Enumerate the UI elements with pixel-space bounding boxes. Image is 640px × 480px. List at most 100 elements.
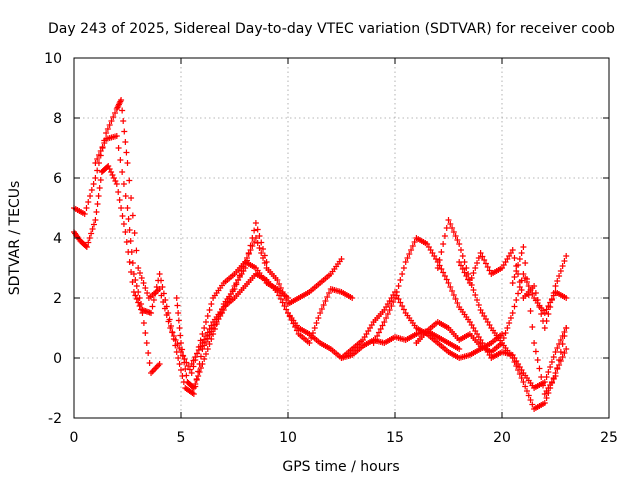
data-point	[211, 326, 218, 332]
data-point	[90, 181, 97, 187]
data-point	[235, 277, 242, 283]
y-tick-label: 10	[44, 51, 62, 67]
data-point	[122, 193, 129, 199]
data-point	[545, 369, 552, 375]
data-point	[550, 354, 557, 360]
data-point	[486, 267, 493, 274]
data-point	[523, 388, 530, 394]
data-point	[126, 259, 133, 265]
data-point	[83, 205, 90, 211]
data-point	[144, 290, 151, 296]
data-point	[516, 371, 523, 377]
data-point	[117, 157, 124, 163]
data-point	[545, 303, 552, 309]
data-point	[118, 205, 125, 211]
y-tick-label: 0	[53, 351, 62, 367]
data-point	[461, 259, 468, 265]
data-point	[202, 333, 209, 339]
data-point	[86, 235, 93, 241]
data-point	[561, 350, 568, 356]
data-point	[479, 253, 486, 260]
data-point	[202, 351, 209, 357]
data-point	[386, 307, 393, 313]
data-point	[402, 259, 409, 265]
data-point	[543, 306, 550, 313]
data-point	[196, 369, 203, 375]
data-point	[206, 341, 213, 347]
data-point	[190, 385, 197, 391]
data-point	[152, 290, 159, 297]
data-point	[208, 322, 215, 329]
data-point	[92, 160, 99, 166]
data-point	[397, 299, 404, 306]
data-point	[202, 319, 209, 325]
data-point	[449, 225, 456, 231]
data-point	[515, 262, 522, 268]
data-point	[279, 289, 286, 295]
data-point	[120, 118, 127, 124]
data-point	[400, 306, 407, 313]
data-point	[92, 217, 99, 223]
data-point	[534, 357, 541, 363]
data-point	[548, 359, 555, 365]
data-point	[210, 331, 217, 337]
data-point	[538, 311, 545, 317]
data-point	[313, 320, 320, 326]
data-point	[283, 306, 290, 313]
data-point	[450, 292, 457, 298]
data-point	[110, 175, 117, 181]
data-point	[541, 379, 548, 385]
data-point	[563, 295, 570, 301]
data-point	[322, 298, 329, 304]
data-point	[557, 337, 564, 343]
data-point	[529, 401, 536, 408]
data-point	[543, 318, 550, 324]
x-axis-label: GPS time / hours	[282, 459, 399, 475]
data-point	[450, 229, 457, 235]
data-point	[518, 250, 525, 256]
data-point	[513, 297, 520, 303]
data-point	[199, 331, 206, 337]
data-point	[245, 251, 252, 257]
data-point	[481, 257, 488, 263]
data-point	[170, 336, 177, 342]
sat-track-10	[456, 247, 570, 331]
data-point	[452, 296, 459, 302]
data-point	[522, 383, 529, 390]
data-point	[438, 266, 445, 272]
data-point	[457, 247, 464, 253]
data-point	[408, 247, 415, 253]
data-point	[440, 269, 447, 276]
data-point	[256, 233, 263, 239]
data-point	[532, 348, 539, 355]
data-point	[135, 289, 142, 295]
data-point	[192, 354, 199, 360]
data-point	[194, 350, 201, 357]
data-point	[126, 177, 133, 184]
data-point	[397, 277, 404, 283]
data-point	[87, 193, 94, 199]
data-point	[315, 315, 322, 321]
data-point	[516, 284, 523, 290]
data-point	[274, 289, 281, 295]
x-tick-label: 0	[70, 430, 79, 446]
axis-ticks	[73, 57, 610, 419]
data-point	[511, 303, 518, 310]
data-point	[195, 347, 202, 353]
data-point	[173, 295, 180, 301]
data-point	[520, 379, 527, 385]
data-point	[94, 156, 101, 162]
sat-track-6	[285, 310, 463, 361]
data-point	[112, 110, 119, 116]
y-axis-label: SDTVAR / TECUs	[7, 181, 23, 296]
data-point	[506, 320, 513, 326]
data-point	[208, 301, 215, 307]
data-point	[201, 325, 208, 331]
data-point	[274, 277, 281, 283]
data-point	[409, 243, 416, 249]
data-point	[454, 300, 461, 306]
data-point	[159, 284, 166, 290]
data-point	[136, 295, 143, 301]
data-point	[554, 345, 561, 351]
data-point	[94, 201, 101, 207]
